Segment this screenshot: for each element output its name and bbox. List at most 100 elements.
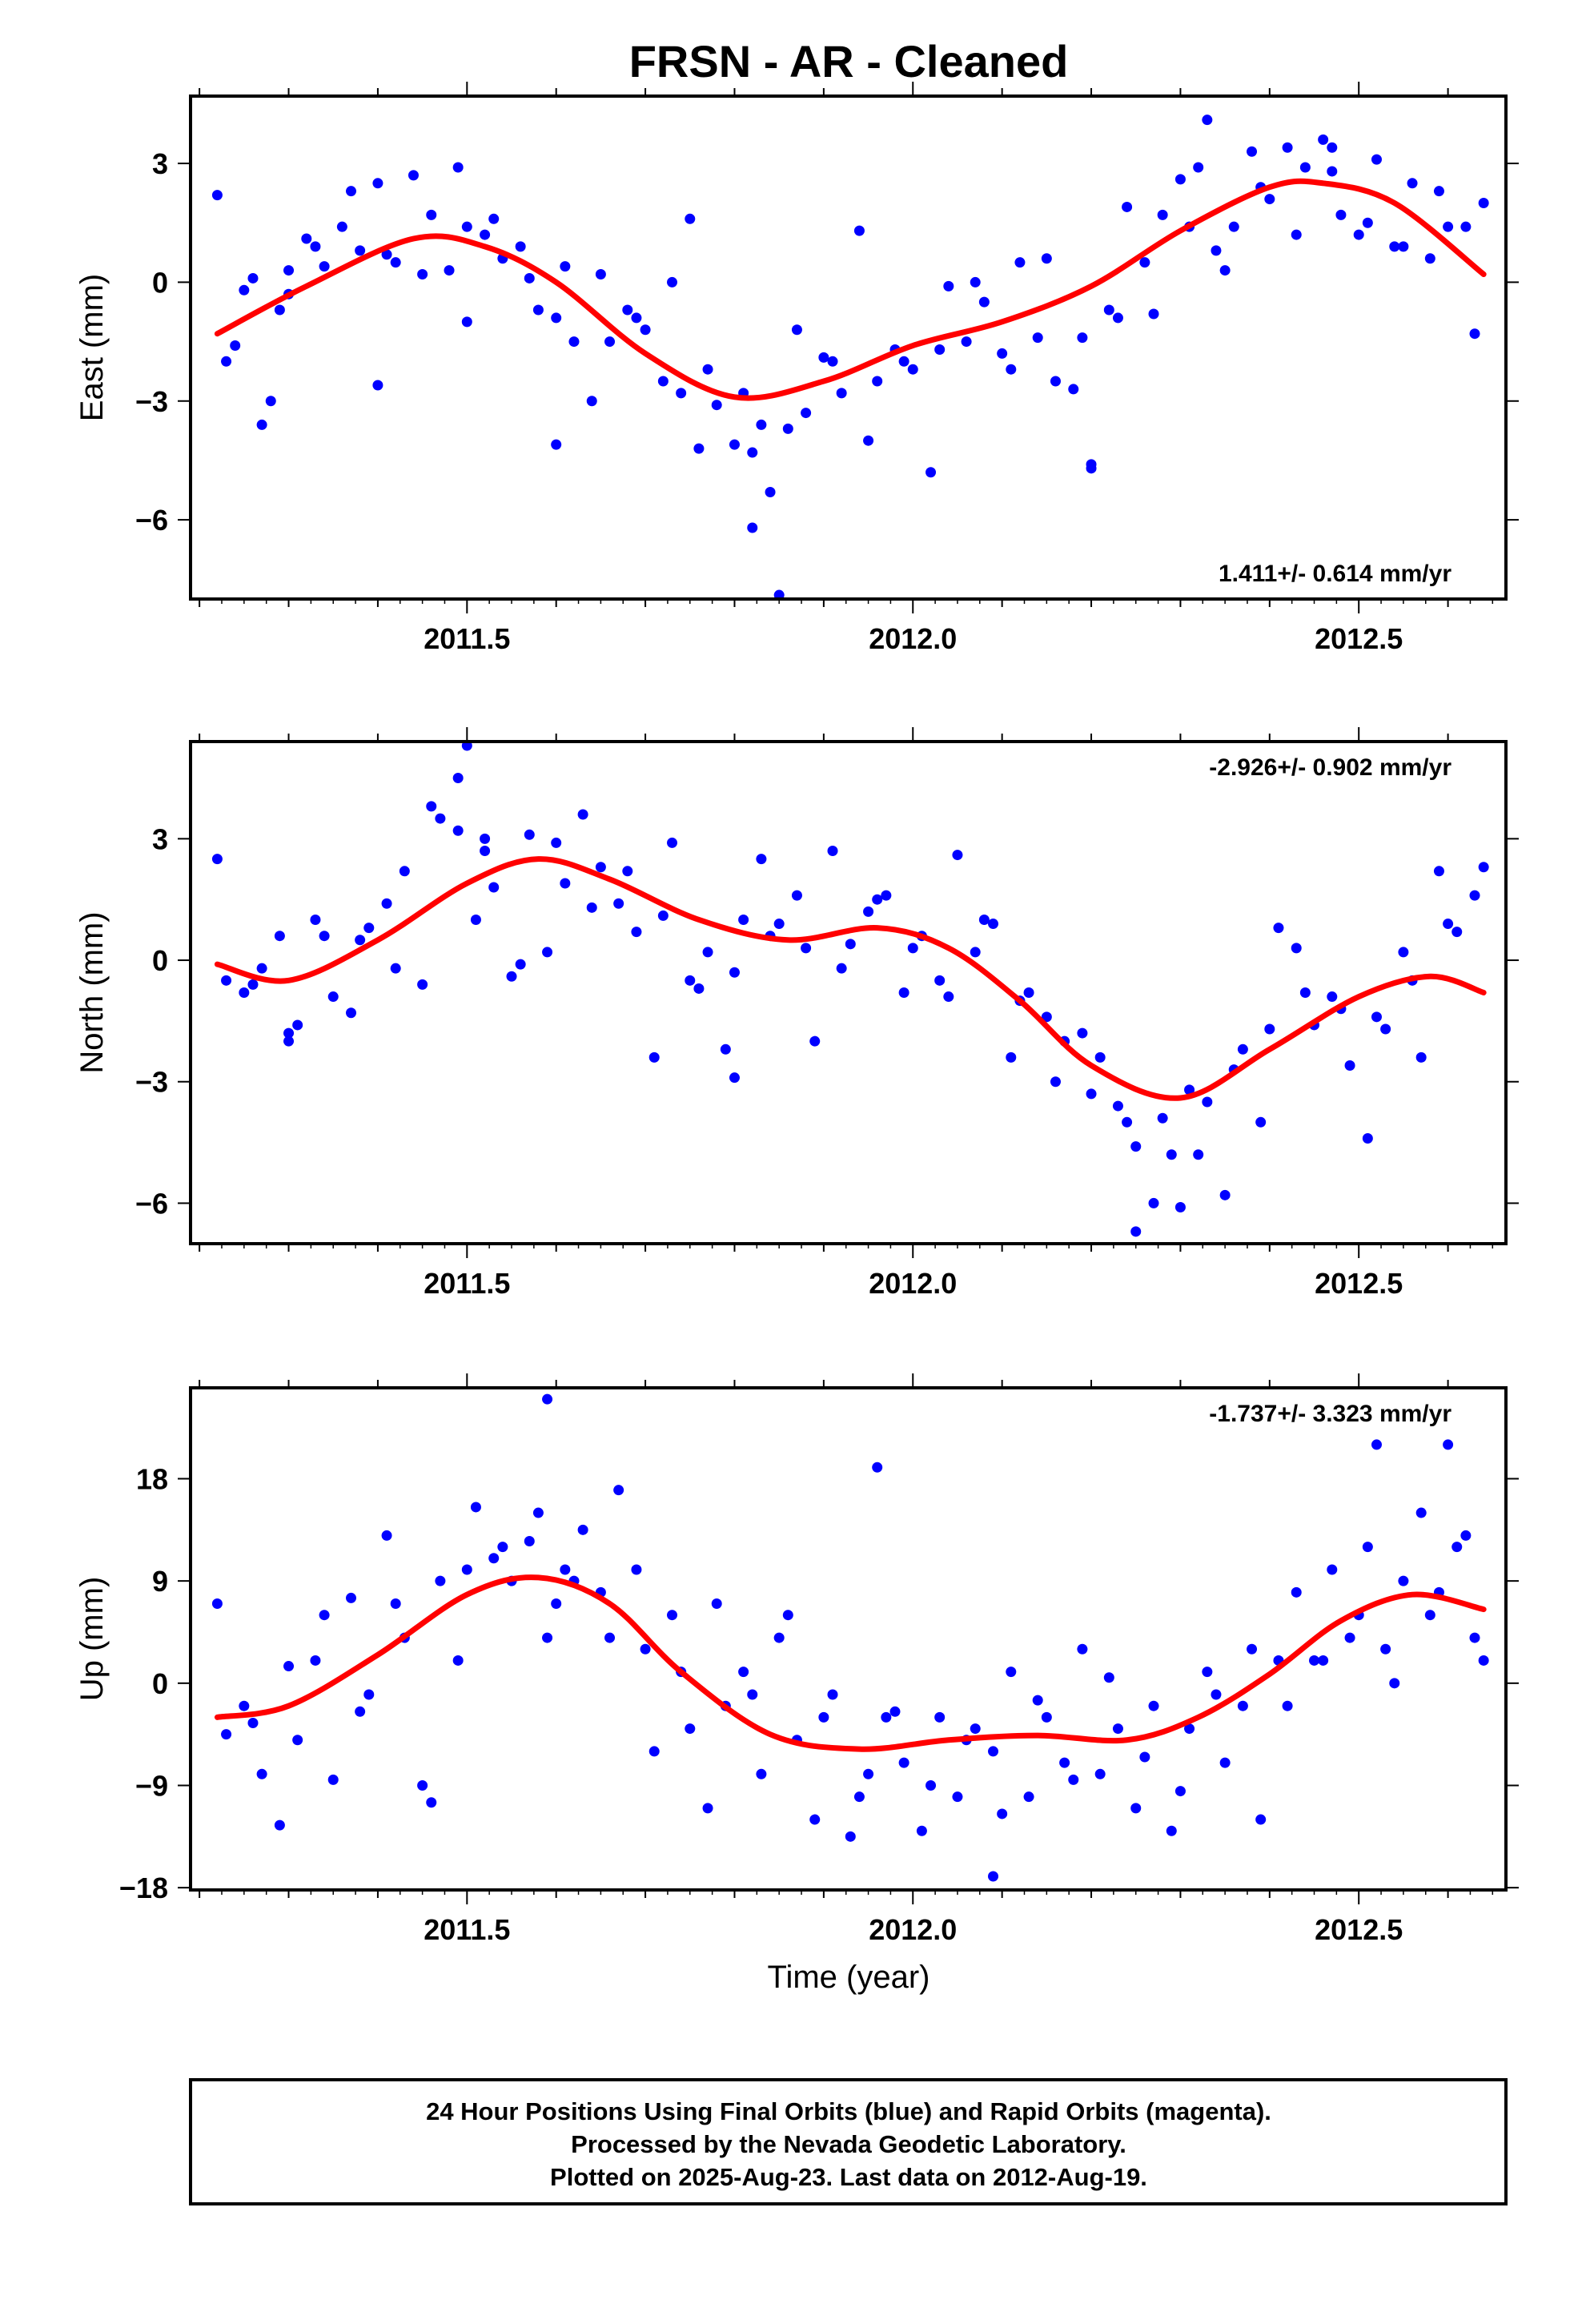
north-data-point bbox=[729, 967, 740, 978]
east-data-point bbox=[926, 467, 937, 478]
up-data-point bbox=[256, 1768, 267, 1779]
north-data-point bbox=[1362, 1133, 1373, 1144]
east-y-axis-label: East (mm) bbox=[74, 274, 110, 421]
east-data-point bbox=[1148, 308, 1159, 320]
east-data-point bbox=[1112, 312, 1123, 324]
north-data-point bbox=[1041, 1011, 1052, 1023]
north-data-point bbox=[480, 833, 491, 844]
east-data-point bbox=[532, 304, 544, 316]
east-data-point bbox=[426, 209, 437, 220]
east-data-point bbox=[1247, 146, 1258, 157]
north-data-point bbox=[845, 939, 856, 950]
up-data-point bbox=[1041, 1711, 1052, 1723]
up-data-point bbox=[640, 1643, 651, 1655]
east-data-point bbox=[782, 423, 793, 434]
north-ytick-label: 3 bbox=[152, 822, 168, 855]
north-data-point bbox=[1174, 1201, 1186, 1212]
up-data-point bbox=[1166, 1825, 1177, 1836]
up-fit-curve bbox=[214, 1574, 1487, 1752]
east-data-point bbox=[461, 316, 472, 328]
up-data-point bbox=[809, 1814, 821, 1825]
up-data-point bbox=[1006, 1667, 1017, 1678]
east-data-point bbox=[1122, 201, 1133, 212]
east-data-point bbox=[1264, 194, 1275, 205]
north-data-point bbox=[239, 987, 250, 998]
east-data-point bbox=[853, 225, 865, 236]
north-data-point bbox=[1291, 943, 1302, 954]
east-data-point bbox=[1050, 376, 1061, 387]
up-data-point bbox=[532, 1507, 544, 1518]
north-data-point bbox=[631, 927, 642, 938]
up-data-point bbox=[756, 1768, 767, 1779]
north-data-point bbox=[791, 890, 802, 901]
up-data-point bbox=[560, 1564, 571, 1575]
north-data-point bbox=[461, 743, 472, 751]
north-data-point bbox=[1130, 1226, 1142, 1237]
footer-line-3: Plotted on 2025-Aug-23. Last data on 201… bbox=[550, 2163, 1147, 2191]
east-data-point bbox=[1041, 253, 1052, 264]
east-data-point bbox=[283, 265, 295, 276]
east-data-point bbox=[863, 435, 874, 446]
footer-line-2: Processed by the Nevada Geodetic Laborat… bbox=[571, 2130, 1126, 2158]
up-data-point bbox=[1415, 1507, 1427, 1518]
up-data-point bbox=[988, 1871, 999, 1882]
east-data-point bbox=[274, 304, 285, 316]
up-data-point bbox=[426, 1797, 437, 1808]
north-data-point bbox=[1157, 1112, 1168, 1124]
east-data-point bbox=[729, 439, 740, 450]
east-data-point bbox=[452, 162, 464, 173]
up-data-point bbox=[435, 1575, 446, 1586]
east-data-point bbox=[943, 280, 954, 292]
north-data-point bbox=[542, 947, 553, 958]
up-xtick-label: 2012.5 bbox=[1315, 1913, 1403, 1946]
east-data-point bbox=[346, 186, 357, 197]
east-data-point bbox=[515, 241, 526, 252]
footer-box: 24 Hour Positions Using Final Orbits (bl… bbox=[189, 2078, 1508, 2205]
north-data-point bbox=[346, 1007, 357, 1019]
north-data-point bbox=[898, 987, 909, 998]
up-data-point bbox=[310, 1655, 321, 1666]
north-data-point bbox=[1415, 1051, 1427, 1063]
east-data-point bbox=[551, 312, 562, 324]
up-data-point bbox=[1068, 1774, 1079, 1785]
east-fit-curve bbox=[214, 178, 1487, 401]
north-data-point bbox=[515, 959, 526, 970]
east-data-point bbox=[622, 304, 633, 316]
north-data-point bbox=[1452, 927, 1463, 938]
north-xtick-label: 2012.0 bbox=[869, 1267, 957, 1300]
up-data-point bbox=[1469, 1632, 1480, 1643]
east-data-point bbox=[355, 245, 366, 256]
up-data-point bbox=[292, 1735, 303, 1746]
north-data-point bbox=[1344, 1060, 1355, 1072]
north-data-point bbox=[480, 846, 491, 857]
east-data-point bbox=[685, 213, 696, 224]
up-xtick-label: 2012.0 bbox=[869, 1913, 957, 1946]
east-data-point bbox=[1014, 257, 1026, 268]
up-data-point bbox=[274, 1819, 285, 1831]
north-data-point bbox=[1219, 1189, 1231, 1200]
up-data-point bbox=[1148, 1700, 1159, 1711]
north-data-point bbox=[1077, 1027, 1088, 1039]
up-data-point bbox=[1344, 1632, 1355, 1643]
up-data-point bbox=[934, 1711, 946, 1723]
north-data-point bbox=[417, 979, 428, 990]
up-data-point bbox=[997, 1808, 1008, 1819]
north-data-point bbox=[319, 931, 330, 942]
north-data-point bbox=[560, 878, 571, 889]
up-ytick-label: 18 bbox=[136, 1462, 168, 1495]
north-data-point bbox=[1184, 1084, 1195, 1096]
up-data-point bbox=[747, 1689, 758, 1700]
up-data-point bbox=[970, 1723, 981, 1735]
north-data-point bbox=[907, 943, 918, 954]
east-data-point bbox=[1157, 209, 1168, 220]
east-data-point bbox=[381, 249, 392, 260]
up-data-point bbox=[488, 1553, 500, 1564]
up-data-point bbox=[685, 1723, 696, 1735]
north-data-point bbox=[685, 975, 696, 986]
north-data-point bbox=[702, 947, 713, 958]
north-data-point bbox=[283, 1035, 295, 1047]
east-data-point bbox=[265, 396, 276, 407]
east-xtick-label: 2012.5 bbox=[1315, 622, 1403, 655]
east-data-point bbox=[1389, 241, 1400, 252]
up-data-point bbox=[952, 1791, 963, 1803]
